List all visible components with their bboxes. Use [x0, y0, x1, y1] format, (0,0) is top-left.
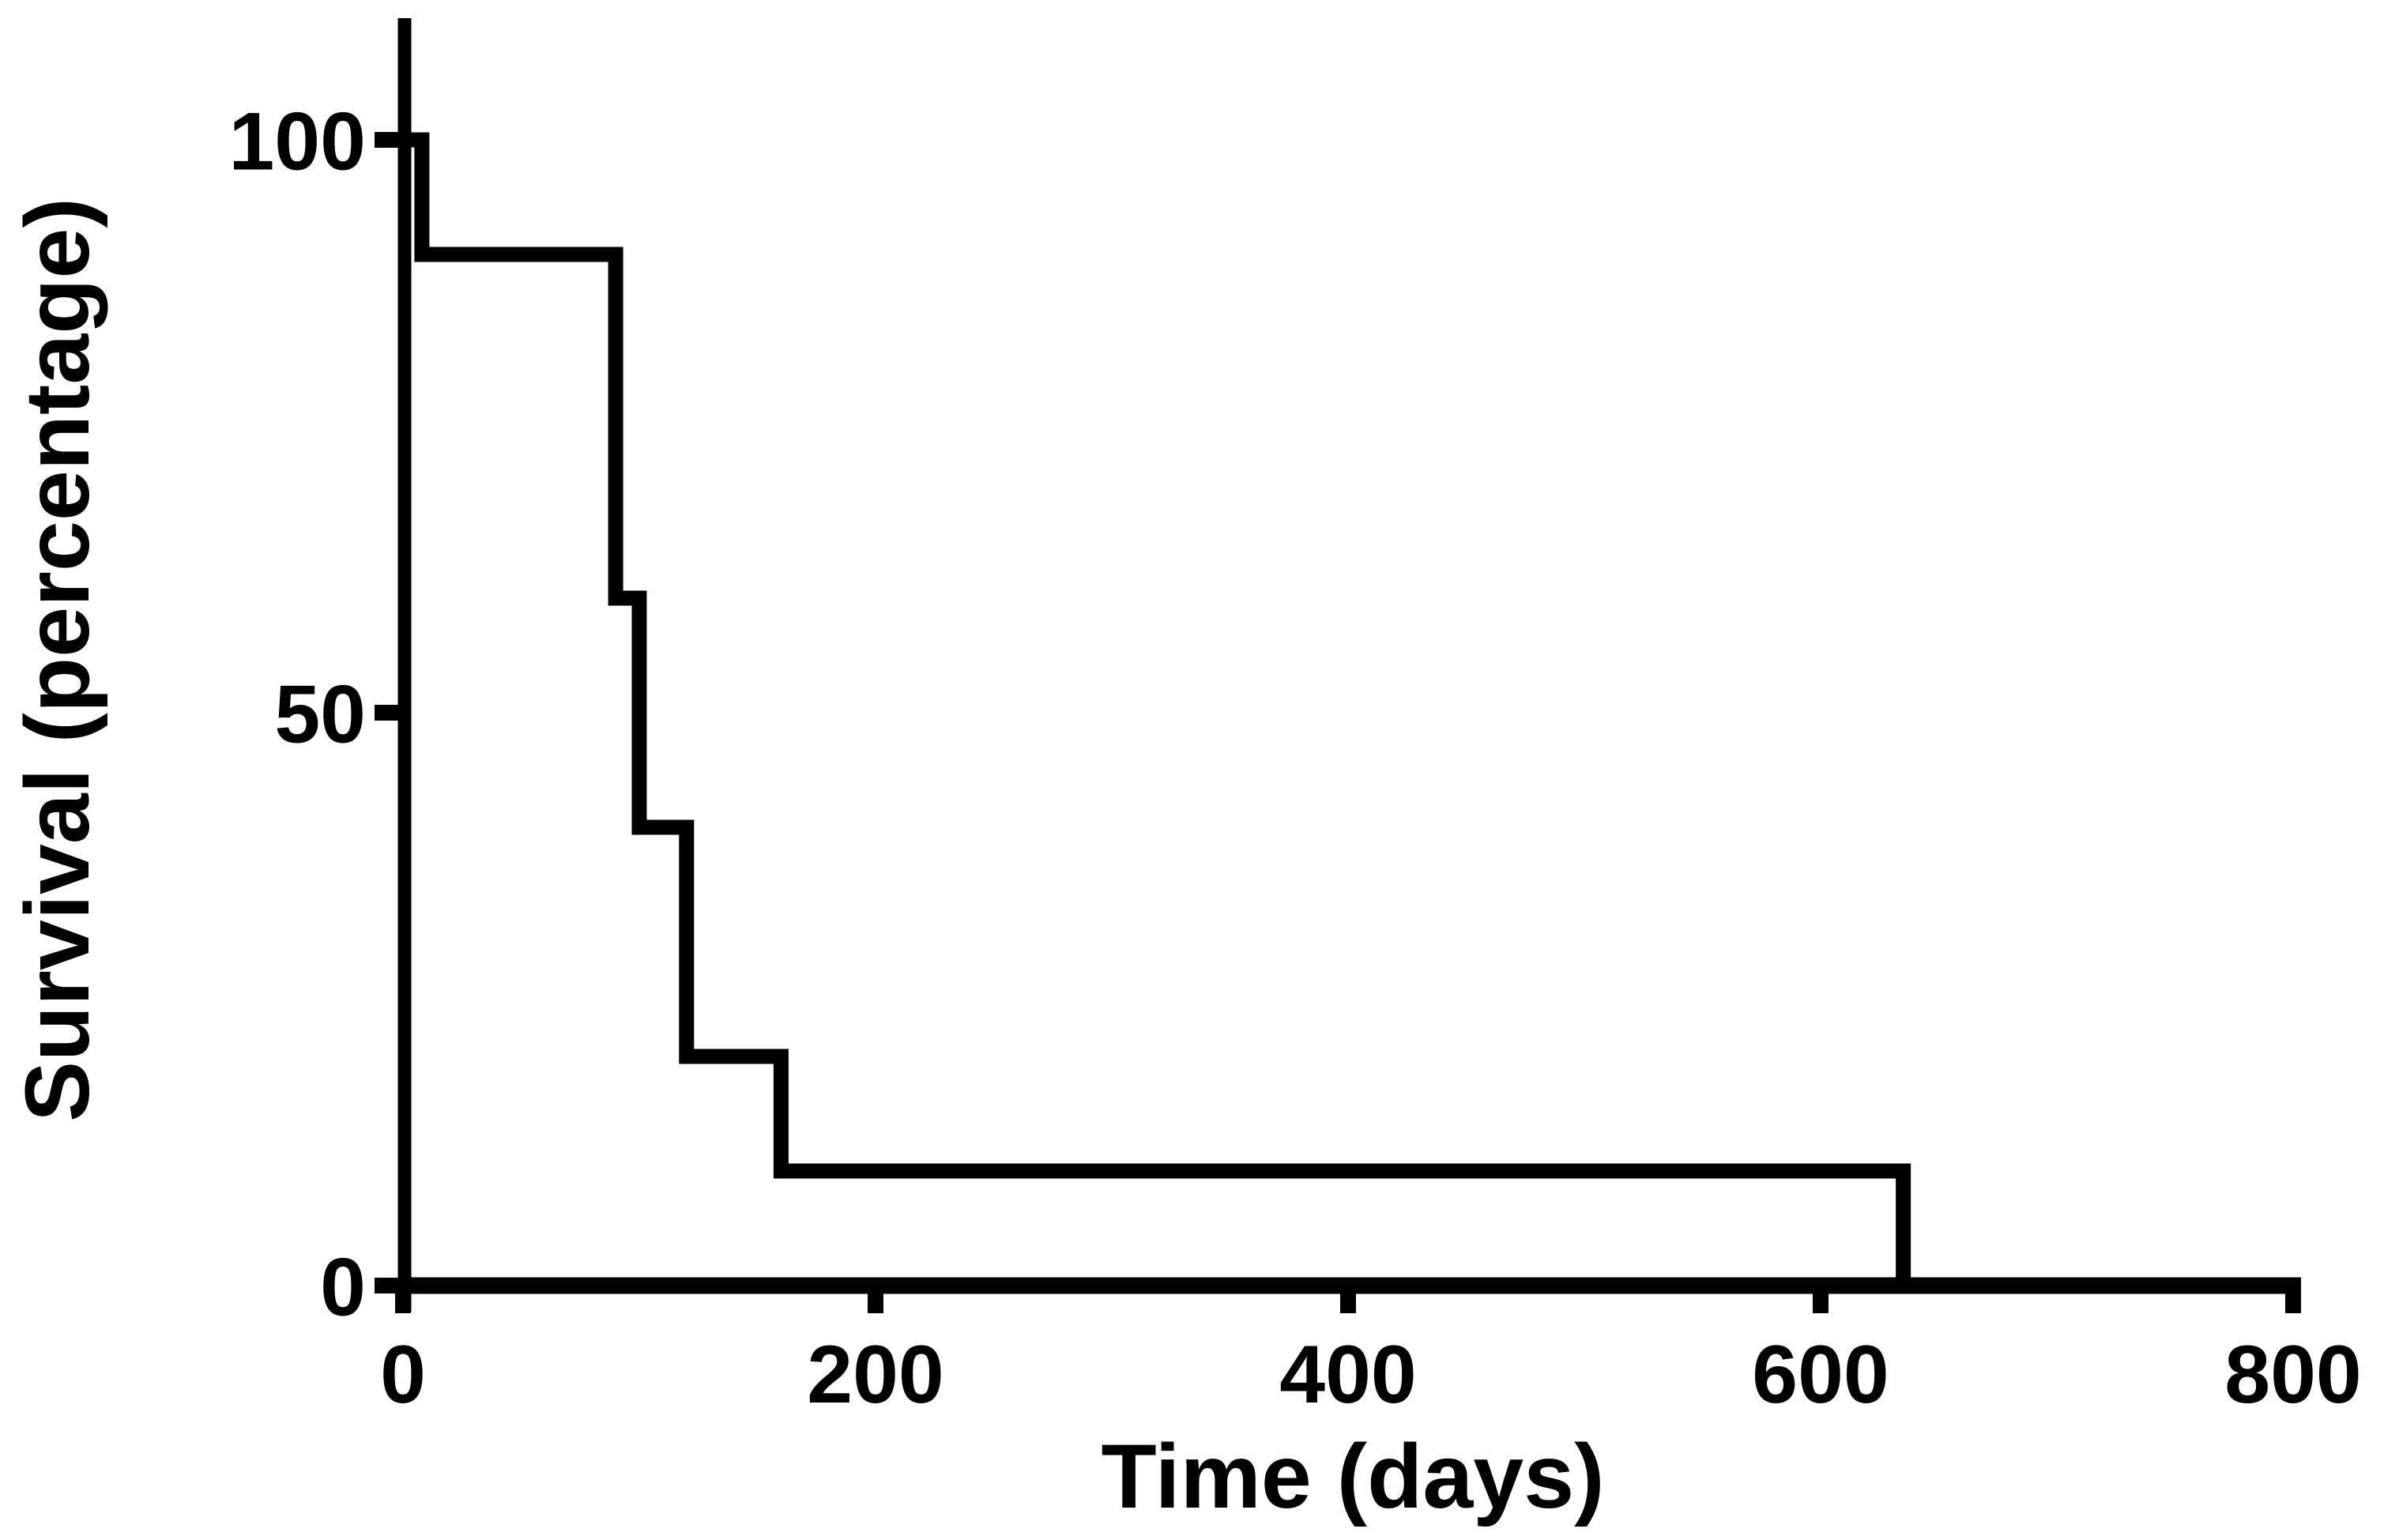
x-axis-title: Time (days) — [1102, 1426, 1605, 1527]
x-tick-label-400: 400 — [1279, 1329, 1417, 1421]
x-tick-label-800: 800 — [2224, 1329, 2362, 1421]
x-tick-label-600: 600 — [1752, 1329, 1889, 1421]
y-axis-title: Survival (percentage) — [7, 198, 108, 1122]
y-tick-label-0: 0 — [320, 1241, 366, 1333]
y-tick-label-50: 50 — [274, 668, 366, 760]
x-tick-label-0: 0 — [380, 1329, 426, 1421]
axes-group — [397, 18, 2301, 1312]
survival-curve — [403, 132, 1911, 1286]
x-tick-label-200: 200 — [807, 1329, 944, 1421]
series-group — [403, 132, 1911, 1286]
tick-marks-group — [375, 132, 2301, 1313]
tick-labels-group: 0 200 400 600 800 100 50 0 — [228, 96, 2361, 1421]
y-tick-label-100: 100 — [228, 96, 366, 187]
axis-titles-group: Time (days) Survival (percentage) — [7, 198, 1605, 1527]
